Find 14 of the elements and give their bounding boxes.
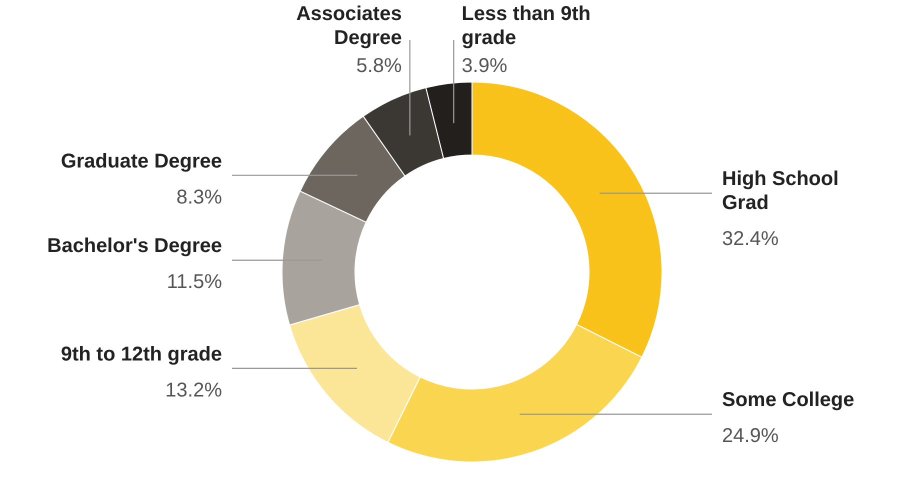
- slice-label: High School Grad: [722, 168, 839, 214]
- slice-label: Graduate Degree: [60, 150, 222, 172]
- slice-label: Some College: [722, 389, 854, 412]
- data-label: 3.9%: [462, 55, 508, 77]
- slice-label: 9th to 12th grade: [60, 343, 222, 366]
- slice-label: Associates Degree: [296, 3, 402, 49]
- data-label: 11.5%: [166, 271, 222, 294]
- data-label: 24.9%: [722, 425, 779, 448]
- data-label: 5.8%: [356, 55, 402, 77]
- slice-label: Less than 9th grade: [462, 3, 591, 49]
- slice-label: Bachelor's Degree: [47, 235, 222, 258]
- data-label: 13.2%: [165, 379, 222, 402]
- data-label: 32.4%: [722, 228, 779, 250]
- data-label: 8.3%: [176, 186, 222, 208]
